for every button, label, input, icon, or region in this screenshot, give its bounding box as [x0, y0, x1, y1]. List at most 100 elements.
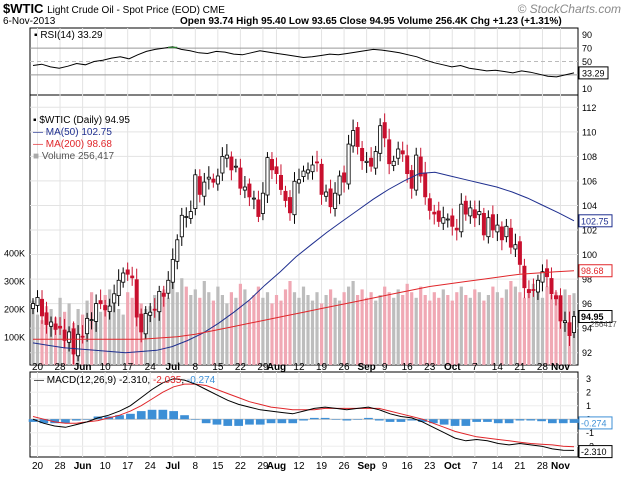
macd-hist-bar: [537, 419, 546, 422]
candle-body: [531, 289, 536, 291]
volume-bar: [256, 286, 260, 365]
candle-body: [188, 211, 193, 219]
volume-bar: [99, 311, 103, 365]
macd-hist-bar: [569, 419, 579, 423]
candle-body: [472, 209, 477, 219]
rsi-value-box: [578, 66, 609, 80]
x-tick-label-mid: 7: [472, 362, 478, 373]
ohlc-summary: Open 93.74 High 95.40 Low 93.65 Close 94…: [180, 16, 562, 27]
volume-bar: [347, 286, 351, 365]
x-tick-label-mid: 19: [316, 362, 328, 373]
macd-hist-bar: [180, 415, 189, 420]
price-tick-label: 96: [582, 299, 592, 309]
macd-tick-label: 1: [586, 401, 591, 411]
volume-bar: [288, 281, 292, 365]
macd-hist-bar: [515, 419, 525, 421]
macd-signal-value: -2.035: [152, 375, 182, 386]
x-tick-label-mid: 12: [293, 362, 305, 373]
volume-bar: [315, 292, 319, 365]
candle-body: [567, 322, 572, 337]
macd-hist-bar: [429, 419, 438, 424]
macd-hist-bar: [266, 419, 276, 424]
x-tick-label-bottom: Aug: [267, 461, 286, 472]
macd-hist-bar: [223, 419, 233, 426]
candle-body: [427, 198, 432, 211]
candle-body: [292, 180, 297, 216]
candle-body: [238, 167, 243, 189]
candle-body: [58, 325, 63, 329]
watermark: © StockCharts.com: [517, 2, 621, 16]
macd-hist-bar: [147, 409, 157, 420]
candle-body: [166, 279, 171, 294]
macd-hist-bar: [450, 419, 460, 426]
volume-bar: [238, 283, 242, 365]
candle-body: [121, 272, 126, 283]
candle-body: [40, 298, 45, 317]
volume-bar: [247, 300, 251, 365]
x-tick-label-mid: 16: [402, 362, 414, 373]
candle-body: [305, 169, 310, 174]
x-tick-label-bottom: Jun: [74, 461, 92, 472]
candle-body: [310, 164, 315, 173]
macd-signal-line: [32, 383, 575, 448]
macd-hist-bar: [299, 419, 308, 421]
candle-body: [490, 214, 495, 231]
macd-hist-bar: [364, 417, 373, 420]
rsi-label: ▪ RSI(14) 33.29: [34, 30, 103, 41]
symbol-title: $WTIC Light Crude Oil - Spot Price (EOD)…: [3, 1, 225, 16]
candle-body: [134, 279, 139, 318]
candle-body: [116, 279, 121, 296]
candle-body: [432, 211, 437, 215]
candle-body: [242, 186, 247, 191]
candle-body: [346, 143, 351, 185]
macd-hist-bar: [331, 419, 341, 420]
candle-body: [30, 303, 35, 309]
volume-bar: [207, 292, 211, 365]
x-tick-label-mid: 23: [424, 362, 436, 373]
price-tick-label: 100: [582, 250, 597, 260]
macd-tick-label: 2: [586, 388, 591, 398]
candle-body: [71, 328, 76, 355]
x-tick-label-mid: 15: [212, 362, 224, 373]
candle-body: [215, 175, 220, 185]
macd-tick-label: -1: [586, 428, 594, 438]
candle-body: [283, 190, 288, 201]
candle-body: [441, 217, 446, 224]
volume-bar: [500, 297, 504, 365]
volume-bar: [157, 300, 161, 365]
volume-bar: [229, 292, 233, 365]
candle-body: [481, 212, 486, 236]
candle-body: [94, 303, 99, 322]
candle-body: [161, 292, 166, 297]
volume-bar: [468, 297, 472, 365]
volume-bar: [31, 300, 35, 365]
volume-bar: [338, 300, 342, 365]
volume-bar: [54, 317, 58, 365]
x-tick-label-mid: Jun: [74, 362, 92, 373]
macd-hist-bar: [126, 413, 135, 420]
candle-body: [44, 312, 49, 325]
volume-bar: [477, 292, 481, 365]
volume-bar: [40, 320, 44, 365]
candle-body: [468, 207, 473, 217]
volume-value-label: 256417: [590, 320, 617, 329]
macd-hist-bar: [374, 419, 384, 421]
candle-body: [450, 215, 455, 227]
candle-body: [278, 174, 283, 190]
x-tick-label-bottom: 10: [100, 461, 112, 472]
macd-line: [32, 378, 575, 451]
macd-hist-bar: [472, 419, 481, 422]
candle-body: [364, 160, 369, 163]
volume-bar: [536, 292, 540, 365]
candle-body: [342, 172, 347, 183]
candle-body: [143, 313, 148, 335]
price-tick-label: 104: [582, 201, 597, 211]
volume-bar: [459, 286, 463, 365]
candle-body: [269, 158, 274, 171]
macd-hist-bar: [115, 415, 124, 420]
volume-bar: [329, 289, 333, 365]
rsi-line: [32, 46, 575, 78]
volume-bar: [374, 300, 378, 365]
volume-bar: [531, 283, 535, 365]
macd-hist-bar: [407, 419, 417, 421]
